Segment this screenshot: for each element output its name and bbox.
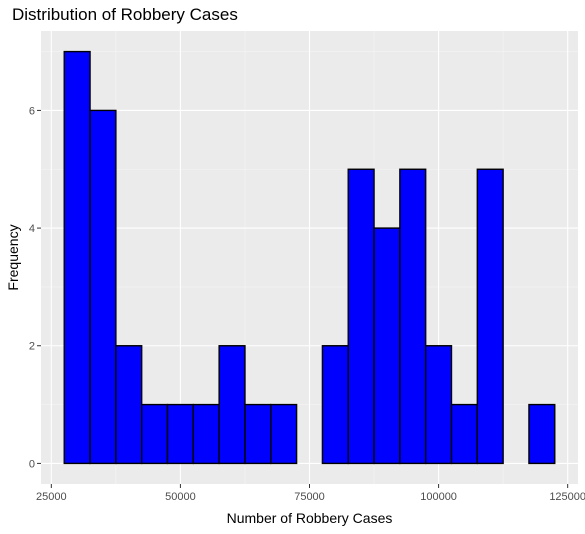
y-tick-label: 2 — [29, 341, 35, 353]
x-tick-label: 100000 — [420, 491, 457, 503]
y-axis: 0 2 4 6 — [29, 105, 41, 470]
histogram-bar — [192, 403, 220, 465]
x-axis: 25000 50000 75000 100000 125000 — [36, 484, 585, 503]
histogram-bar — [166, 403, 195, 465]
histogram-bar — [63, 50, 91, 465]
histogram-bar — [115, 345, 143, 465]
histogram-bar — [424, 345, 453, 465]
y-axis-title: Frequency — [5, 224, 21, 290]
x-tick-label: 75000 — [294, 491, 325, 503]
x-tick-label: 50000 — [165, 491, 196, 503]
histogram-bar — [140, 403, 169, 465]
x-tick-label: 25000 — [36, 491, 67, 503]
histogram-bar — [218, 345, 246, 465]
histogram-bar — [347, 168, 375, 465]
histogram-bar — [321, 345, 349, 465]
histogram-bar — [450, 403, 479, 465]
chart-title: Distribution of Robbery Cases — [12, 5, 238, 24]
histogram-bar — [270, 403, 298, 465]
histogram-bar — [528, 403, 556, 465]
histogram-bar — [244, 403, 272, 465]
y-tick-label: 4 — [29, 223, 35, 235]
histogram-bar — [399, 168, 427, 465]
y-tick-label: 0 — [29, 458, 35, 470]
x-tick-label: 125000 — [549, 491, 585, 503]
histogram-bar — [89, 109, 117, 465]
bars — [63, 50, 556, 465]
y-tick-label: 6 — [29, 105, 35, 117]
histogram-bar — [373, 227, 401, 465]
histogram-bar — [476, 168, 504, 465]
x-axis-title: Number of Robbery Cases — [227, 510, 393, 526]
